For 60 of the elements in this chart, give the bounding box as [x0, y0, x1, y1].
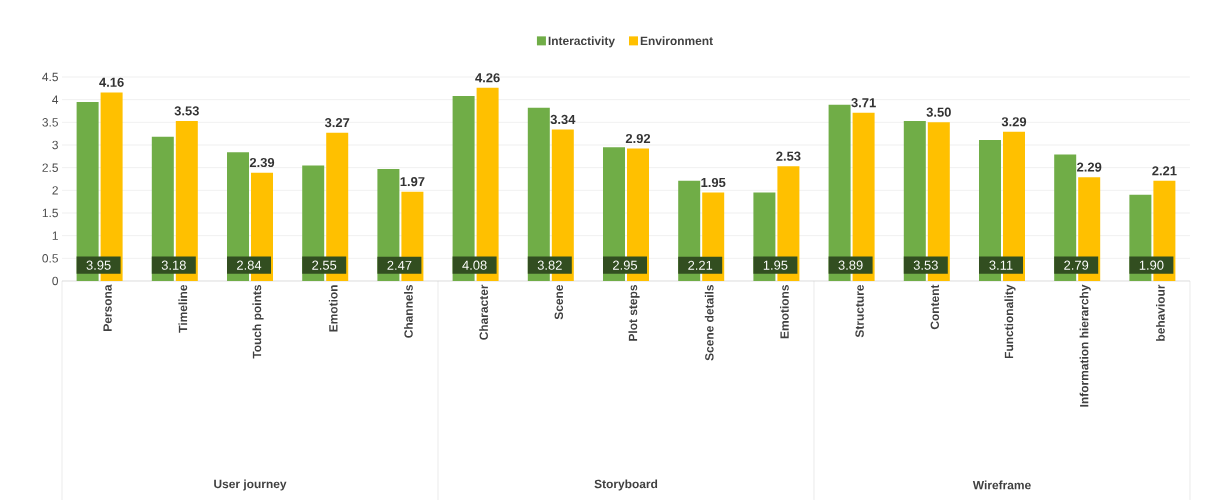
data-label: 1.97	[400, 176, 425, 187]
x-tick-label: Emotions	[780, 284, 789, 339]
x-tick-label: Touch points	[252, 284, 264, 359]
data-label: 2.95	[613, 260, 638, 270]
data-label: 3.53	[913, 260, 938, 270]
data-label: 2.79	[1064, 260, 1089, 270]
data-label: 2.92	[625, 133, 651, 144]
data-label: 3.29	[1001, 117, 1027, 127]
x-tick-label: Emotion	[328, 285, 338, 332]
y-tick-label: 2	[52, 186, 58, 195]
x-tick-label: Timeline	[178, 284, 188, 333]
data-label: 3.53	[174, 106, 199, 116]
data-label: 3.18	[161, 260, 186, 270]
data-label: 2.29	[1077, 162, 1102, 172]
x-tick-label: Scene details	[704, 285, 714, 361]
text: Wireframe	[972, 480, 1031, 490]
y-tick-label: 4.5	[42, 72, 58, 82]
data-label: 4.26	[475, 73, 500, 83]
data-label: 1.95	[701, 177, 726, 188]
data-label: 3.71	[851, 98, 876, 108]
data-label: 2.53	[776, 151, 801, 161]
y-tick-label: 2.5	[42, 163, 58, 172]
y-tick-label: 1.5	[42, 208, 58, 218]
data-label: 3.89	[838, 260, 863, 270]
x-tick-label: behaviour	[1156, 284, 1165, 341]
y-tick-label: 4	[52, 95, 59, 104]
y-tick-label: 0	[52, 276, 59, 286]
legend-label: Interactivity	[548, 36, 615, 48]
data-label: 2.47	[387, 260, 412, 270]
data-label: 2.21	[1152, 166, 1177, 176]
y-tick-label: 3	[52, 140, 58, 150]
data-label: 4.16	[99, 77, 124, 87]
x-tick-label: Character	[479, 284, 488, 340]
x-tick-label: Functionality	[1004, 284, 1016, 359]
data-label: 2.21	[688, 260, 713, 270]
x-tick-label: Scene	[554, 284, 564, 320]
x-tick-label: Persona	[103, 284, 112, 331]
data-label: 3.82	[537, 260, 562, 270]
x-tick-label: Channels	[404, 285, 413, 338]
data-label: 1.95	[763, 260, 788, 270]
data-label: 1.90	[1139, 260, 1164, 270]
text: User journey	[214, 479, 287, 491]
y-tick-label: 1	[52, 231, 58, 240]
data-label: 2.39	[249, 157, 275, 168]
data-label: 3.50	[926, 107, 951, 117]
legend-label: Environment	[640, 36, 713, 46]
data-label: 3.27	[324, 118, 350, 128]
data-label: 3.11	[989, 260, 1013, 270]
data-label: 4.08	[462, 260, 487, 270]
y-tick-label: 0.5	[42, 254, 58, 263]
text: Storyboard	[594, 479, 658, 491]
data-label: 3.95	[86, 260, 111, 270]
data-label: 3.34	[550, 114, 576, 125]
data-label: 2.84	[237, 260, 262, 270]
x-tick-label: Information hierarchy	[1079, 284, 1091, 407]
x-tick-label: Content	[930, 284, 940, 330]
y-tick-label: 3.5	[42, 118, 58, 127]
x-tick-label: Structure	[855, 284, 864, 338]
data-label: 2.55	[312, 260, 337, 270]
x-tick-label: Plot steps	[628, 285, 640, 341]
